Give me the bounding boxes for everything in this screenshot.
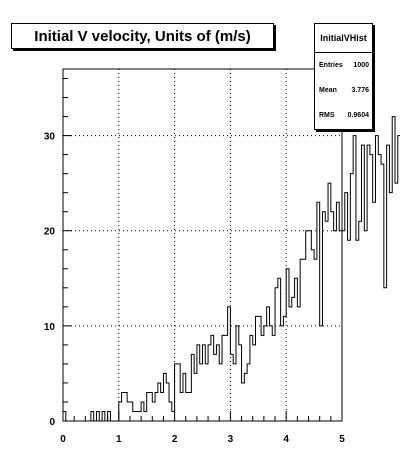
x-tick-label: 0 (60, 434, 66, 445)
y-tick-label: 0 (49, 417, 55, 428)
stats-label: RMS (319, 112, 335, 119)
stats-box-name: InitialVHist (315, 24, 372, 53)
stats-row-entries: Entries 1000 (315, 53, 372, 78)
stats-label: Mean (319, 87, 337, 94)
stats-row-rms: RMS 0.9604 (315, 103, 372, 128)
stats-value: 1000 (353, 62, 369, 69)
grid-lines (63, 69, 342, 421)
histogram-step-line (62, 116, 400, 422)
y-tick-label: 20 (44, 227, 56, 238)
x-tick-label: 5 (339, 434, 345, 445)
chart-title: Initial V velocity, Units of (m/s) (11, 23, 274, 49)
stats-value: 0.9604 (347, 112, 369, 119)
stats-box: InitialVHist Entries 1000 Mean 3.776 RMS… (314, 23, 373, 130)
stats-label: Entries (319, 62, 343, 69)
stats-value: 3.776 (351, 87, 369, 94)
x-tick-label: 2 (172, 434, 178, 445)
x-tick-label: 4 (283, 434, 289, 445)
x-tick-label: 1 (116, 434, 122, 445)
tick-labels: 0 1 2 3 4 5 0 10 20 30 (44, 132, 345, 445)
stats-row-mean: Mean 3.776 (315, 78, 372, 103)
plot-frame (62, 68, 343, 422)
y-tick-label: 30 (44, 132, 56, 143)
y-tick-label: 10 (44, 322, 56, 333)
x-tick-label: 3 (228, 434, 234, 445)
chart-title-text: Initial V velocity, Units of (m/s) (34, 27, 251, 45)
